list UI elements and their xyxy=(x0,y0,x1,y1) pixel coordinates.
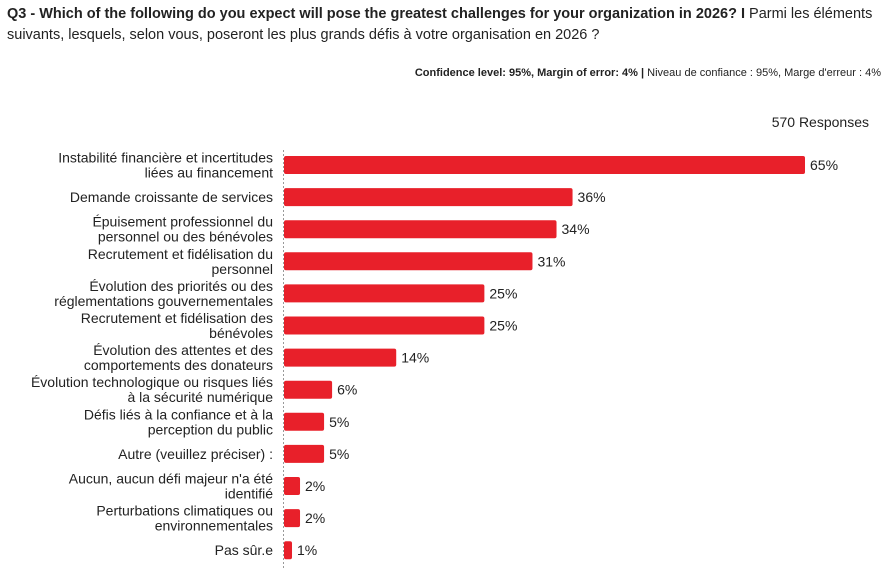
category-label-line: personnel xyxy=(212,261,274,277)
category-label-line: Pas sûr.e xyxy=(215,542,274,558)
category-label-line: Aucun, aucun défi majeur n'a été xyxy=(69,471,273,487)
category-label: Aucun, aucun défi majeur n'a été identifi… xyxy=(69,471,273,502)
category-label-line: personnel ou des bénévoles xyxy=(98,229,273,245)
value-label: 65% xyxy=(810,157,838,173)
bar xyxy=(284,316,485,335)
category-label: Recrutement et fidélisation des bénévoles xyxy=(81,310,273,341)
category-label-line: Défis liés à la confiance et à la xyxy=(84,406,273,422)
value-label: 2% xyxy=(305,510,325,526)
category-label-line: Évolution des attentes et des xyxy=(93,342,273,358)
category-label: Épuisement professionnel du personnel ou … xyxy=(92,214,273,245)
value-label: 31% xyxy=(537,253,565,269)
confidence-french: Niveau de confiance : 95%, Marge d'erreu… xyxy=(644,67,881,79)
bar xyxy=(284,509,301,528)
value-label: 5% xyxy=(329,414,349,430)
category-label-line: Demande croissante de services xyxy=(70,189,273,205)
value-label: 36% xyxy=(578,189,606,205)
category-label-line: réglementations gouvernementales xyxy=(54,293,273,309)
bar xyxy=(284,220,557,239)
category-label-line: identifié xyxy=(225,486,273,502)
category-label-line: Instabilité financière et incertitudes xyxy=(58,150,273,166)
bar xyxy=(284,380,333,399)
value-label: 1% xyxy=(297,542,317,558)
category-label: Perturbations climatiques ou environnemen… xyxy=(96,503,273,534)
category-label: Évolution des priorités ou des réglementa… xyxy=(54,278,273,309)
category-label-line: Évolution des priorités ou des xyxy=(89,278,273,294)
category-label: Pas sûr.e xyxy=(215,542,274,558)
bar xyxy=(284,156,805,174)
value-label: 5% xyxy=(329,446,349,462)
bar xyxy=(284,444,325,463)
question-french: Parmi les éléments suivants, lesquels, s… xyxy=(7,6,873,43)
category-label-line: bénévoles xyxy=(209,325,273,341)
category-label-line: Recrutement et fidélisation des xyxy=(81,310,273,326)
category-label-line: Perturbations climatiques ou xyxy=(96,503,273,519)
confidence-english: Confidence level: 95%, Margin of error: … xyxy=(414,67,645,79)
chart-title: Q3 - Which of the following do you expec… xyxy=(7,4,882,46)
question-english: Q3 - Which of the following do you expec… xyxy=(7,6,745,22)
value-label: 6% xyxy=(337,382,357,398)
category-label: Demande croissante de services xyxy=(70,189,273,205)
category-label-line: perception du public xyxy=(148,421,273,437)
value-label: 25% xyxy=(489,318,517,334)
category-label-line: Autre (veuillez préciser) : xyxy=(118,446,273,462)
category-label: Évolution technologique ou risques liés à… xyxy=(31,374,273,405)
category-label-line: comportements des donateurs xyxy=(84,357,273,373)
category-label: Recrutement et fidélisation du personnel xyxy=(88,246,273,277)
category-label-line: environnementales xyxy=(155,518,273,534)
category-label: Autre (veuillez préciser) : xyxy=(118,446,273,462)
bar xyxy=(284,348,397,367)
category-label: Évolution des attentes et des comportemen… xyxy=(84,342,273,373)
value-label: 25% xyxy=(489,285,517,301)
category-label: Défis liés à la confiance et à la percept… xyxy=(84,406,273,437)
category-label-line: à la sécurité numérique xyxy=(127,389,273,405)
bar xyxy=(284,252,533,271)
category-label-line: Épuisement professionnel du xyxy=(92,214,273,230)
confidence-note: Confidence level: 95%, Margin of error: … xyxy=(415,67,881,79)
value-label: 14% xyxy=(401,350,429,366)
bar xyxy=(284,477,301,495)
category-label-line: liées au financement xyxy=(145,165,274,181)
value-label: 34% xyxy=(562,221,590,237)
value-label: 2% xyxy=(305,478,325,494)
category-label-line: Recrutement et fidélisation du xyxy=(88,246,273,262)
bar xyxy=(284,541,293,560)
bar xyxy=(284,188,573,207)
category-label: Instabilité financière et incertitudes li… xyxy=(58,150,273,181)
bar xyxy=(284,412,325,431)
bar xyxy=(284,284,485,303)
category-label-line: Évolution technologique ou risques liés xyxy=(31,374,273,390)
response-count: 570 Responses xyxy=(771,114,869,130)
